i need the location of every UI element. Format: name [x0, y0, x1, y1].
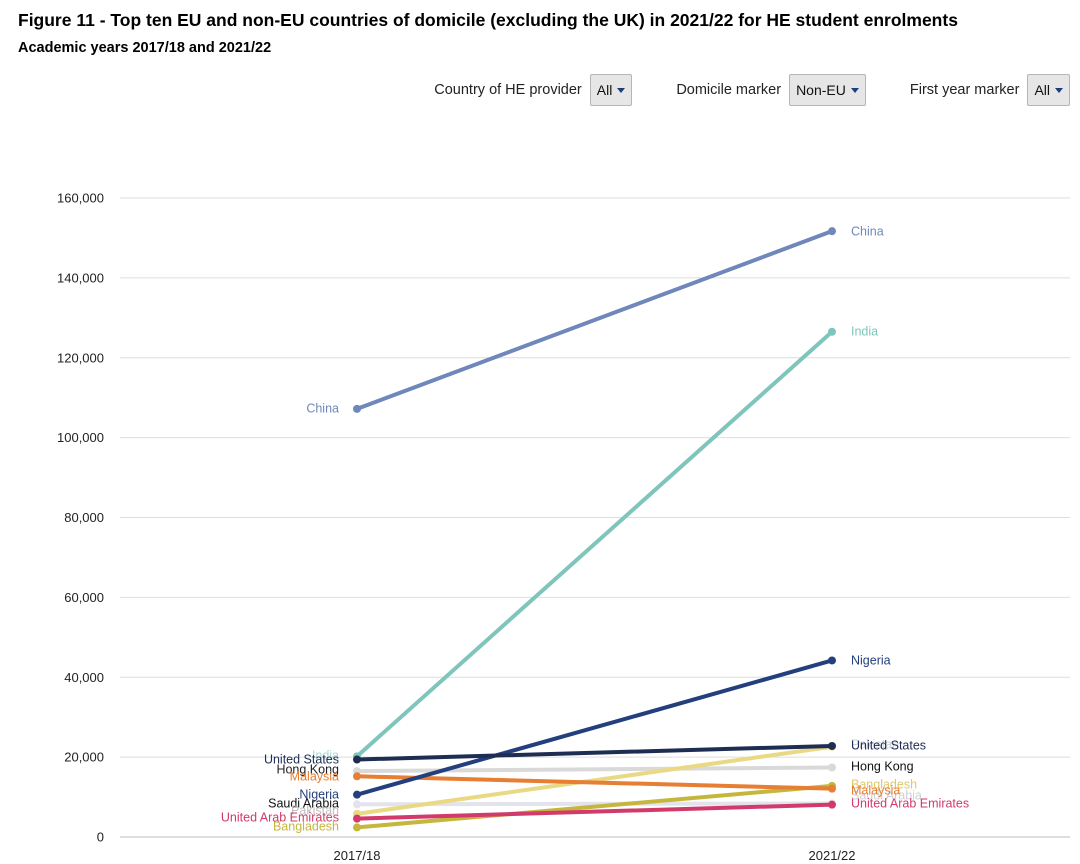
y-tick-label: 120,000: [57, 350, 104, 365]
label-right-pakistan: Pakistan: [851, 738, 899, 752]
series-line: [355, 329, 834, 759]
filter-bar: Country of HE provider All Domicile mark…: [390, 74, 1070, 106]
label-left-malaysia: Malaysia: [290, 770, 339, 784]
data-point: [828, 763, 836, 772]
filter-label: First year marker: [909, 82, 1020, 98]
label-left-united-arab-emirates: United Arab Emirates: [221, 811, 339, 825]
label-right-bangladesh: Bangladesh: [851, 778, 917, 792]
slope-chart: 0 20,000 40,000 60,000 80,000 100,000 120,000 1…: [57, 191, 1070, 863]
data-point: [353, 814, 361, 823]
dropdown-value: All: [596, 82, 613, 98]
y-tick-label: 0: [97, 830, 104, 845]
country-of-provider-dropdown[interactable]: All: [589, 74, 633, 106]
y-tick-label: 60,000: [64, 590, 104, 605]
series-line: [355, 774, 834, 791]
data-point: [828, 327, 836, 336]
filter-country-of-provider: Country of HE provider All: [434, 74, 633, 106]
label-left-bangladesh: Bangladesh: [273, 820, 339, 834]
series-china: [353, 227, 836, 413]
label-right-saudi-arabia: Saudi Arabia: [851, 789, 922, 803]
data-point: [353, 790, 361, 799]
series-nigeria: [353, 656, 836, 799]
y-tick-label: 20,000: [64, 750, 104, 765]
label-left-united-states: United States: [264, 753, 339, 767]
series-united-states: [353, 741, 836, 764]
label-left-hong-kong: Hong Kong: [276, 763, 339, 777]
first-year-marker-dropdown[interactable]: All: [1027, 74, 1070, 106]
label-right-hong-kong: Hong Kong: [851, 760, 914, 774]
data-point: [353, 404, 361, 413]
series-line: [355, 743, 834, 762]
data-point: [353, 772, 361, 781]
filter-domicile-marker: Domicile marker Non-EU: [676, 74, 866, 106]
y-tick-label: 40,000: [64, 670, 104, 685]
series-line: [355, 802, 834, 821]
caret-down-icon: [1055, 87, 1063, 93]
y-tick-label: 160,000: [57, 191, 104, 206]
series-line: [355, 765, 834, 774]
series-india: [353, 327, 836, 761]
data-point: [828, 656, 836, 665]
series-malaysia: [353, 772, 836, 793]
label-left-saudi-arabia: Saudi Arabia: [268, 797, 339, 811]
label-right-united-arab-emirates: United Arab Emirates: [851, 797, 969, 811]
dropdown-value: All: [1034, 82, 1050, 98]
x-tick-label: 2021/22: [809, 848, 856, 863]
label-left-china: China: [306, 402, 339, 416]
series-line: [355, 658, 834, 797]
data-point: [828, 784, 836, 793]
label-right-united-states: United States: [851, 739, 926, 753]
label-right-malaysia: Malaysia: [851, 784, 900, 798]
y-tick-label: 100,000: [57, 430, 104, 445]
data-point: [828, 227, 836, 236]
caret-down-icon: [850, 87, 859, 93]
dropdown-value: Non-EU: [796, 82, 846, 98]
data-point: [353, 823, 361, 832]
label-right-nigeria: Nigeria: [851, 654, 891, 668]
filter-first-year-marker: First year marker All: [910, 74, 1070, 106]
data-point: [353, 755, 361, 764]
caret-down-icon: [617, 87, 626, 93]
chart-subtitle: Academic years 2017/18 and 2021/22: [18, 40, 272, 56]
label-right-china: China: [851, 225, 884, 239]
data-point: [828, 800, 836, 809]
series-line: [355, 783, 834, 830]
series-line: [355, 744, 834, 816]
series-united-arab-emirates: [353, 800, 836, 823]
filter-label: Country of HE provider: [434, 82, 582, 98]
label-right-india: India: [851, 325, 878, 339]
data-point: [353, 800, 361, 809]
label-left-nigeria: Nigeria: [299, 788, 339, 802]
series-line: [355, 229, 834, 411]
label-left-pakistan: Pakistan: [291, 804, 339, 818]
chart-title: Figure 11 - Top ten EU and non-EU countr…: [18, 10, 958, 30]
y-tick-label: 140,000: [57, 270, 104, 285]
data-point: [828, 741, 836, 750]
y-tick-label: 80,000: [64, 510, 104, 525]
domicile-marker-dropdown[interactable]: Non-EU: [789, 74, 866, 106]
filter-label: Domicile marker: [676, 82, 782, 98]
label-left-india: India: [312, 749, 339, 763]
x-tick-label: 2017/18: [334, 848, 381, 863]
